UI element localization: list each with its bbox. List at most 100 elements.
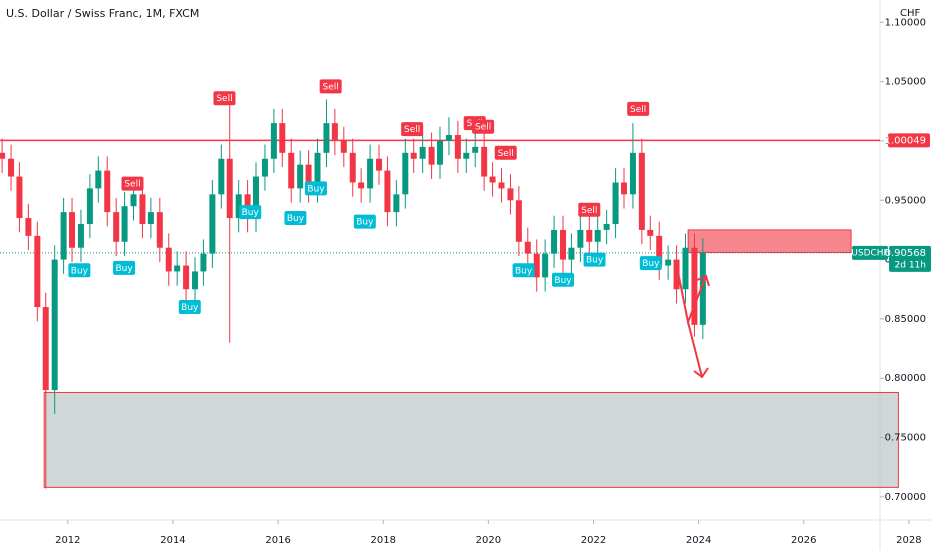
x-tick-label: 2026 [791,535,816,546]
candle-body [463,152,470,159]
signal-badge [353,214,376,229]
candle-body [77,223,84,248]
candle-body [551,229,558,254]
signal-label: Buy [71,266,89,276]
candle-body [147,212,154,224]
price-badge [889,245,931,272]
signal-label: Buy [115,264,133,274]
candle-body [209,194,216,254]
candle-body [113,212,120,242]
signal-badge [552,272,575,287]
signal-badge [639,256,662,271]
candle-body [638,152,645,230]
signal-label: Buy [554,276,572,286]
candle-body [279,123,286,153]
candle-body [437,140,443,165]
signal-badge [284,211,307,226]
candle-body [402,152,409,195]
signal-badge [401,122,424,137]
candle-body [331,123,338,141]
candle-body [384,170,391,213]
signal-label: Sell [498,149,514,159]
candle-body [647,229,654,236]
candle-body [16,176,23,219]
arrow-path-down [687,321,703,378]
candle-body [507,188,514,201]
candle-body [183,265,190,290]
candle-body [340,140,347,153]
candle-body [445,135,452,141]
signal-label: Buy [307,184,325,194]
candle-body [42,307,49,391]
candle-body [305,164,312,189]
x-tick-label: 2024 [686,535,711,546]
candle-body [376,158,383,171]
x-tick-label: 2018 [370,535,395,546]
signal-label: Buy [356,218,374,228]
signal-label: Buy [242,208,260,218]
candle-body [586,229,593,242]
candle-body [253,176,260,219]
candle-body [515,200,522,242]
y-tick-label: 0.85000 [885,314,926,325]
signal-label: Buy [287,214,305,224]
arrows [675,261,710,379]
signal-badge [304,181,327,196]
chart-title: U.S. Dollar / Swiss Franc, 1M, FXCM [6,7,199,20]
candle-body [34,235,41,308]
candle-body [594,229,601,242]
candle-body [69,212,76,248]
candle-body [489,176,496,183]
candle-body [691,247,698,325]
signal-badge [472,119,495,134]
signal-badge [239,205,262,220]
x-tick-label: 2014 [160,535,185,546]
signal-badge [494,145,517,160]
candle-body [192,271,199,290]
arrow-head-down [693,367,709,379]
zone [687,229,852,253]
candle-body [699,252,706,325]
candle-body [51,259,58,391]
candle-body [323,123,330,153]
signal-label: Sell [323,82,339,92]
x-tick-label: 2012 [55,535,80,546]
price-label: 0.90568 [885,248,926,259]
currency: CHF [900,8,921,19]
y-tick-label: 0.80000 [885,373,926,384]
candle-body [314,152,321,189]
candle-body [665,259,672,266]
candle-body [481,146,488,177]
candle-body [86,188,93,224]
candle-body [428,146,435,165]
signal-label: Sell [124,180,140,190]
candle-body [288,152,295,189]
signal-badge [178,300,201,315]
candle-body [498,182,505,189]
candle-body [682,247,689,290]
arrow-head [696,274,710,287]
countdown-label: 2d 11h [895,260,926,270]
candle-body [419,146,426,159]
signal-label: Buy [515,266,533,276]
signal-label: Buy [642,259,660,269]
plot [0,21,910,524]
y-tick-label: 1.05000 [885,77,926,88]
signal-label: Buy [181,303,199,313]
candle-body [568,247,575,260]
signal-badge [319,79,342,94]
candle-body [673,259,680,290]
signal-badge [578,202,601,217]
signal-label: Sell [216,94,232,104]
candle-body [261,158,268,177]
candle-body [410,152,417,159]
candle-body [560,229,567,260]
symbol-badge [852,245,888,260]
candle-body [577,229,584,248]
candle-body [533,253,540,278]
candle-body [270,123,277,159]
overlay: 0.700000.750000.800000.850000.900000.950… [55,17,931,546]
signal-badge [113,260,136,275]
y-tick-label: 0.75000 [885,433,926,444]
candle-body [95,170,102,189]
